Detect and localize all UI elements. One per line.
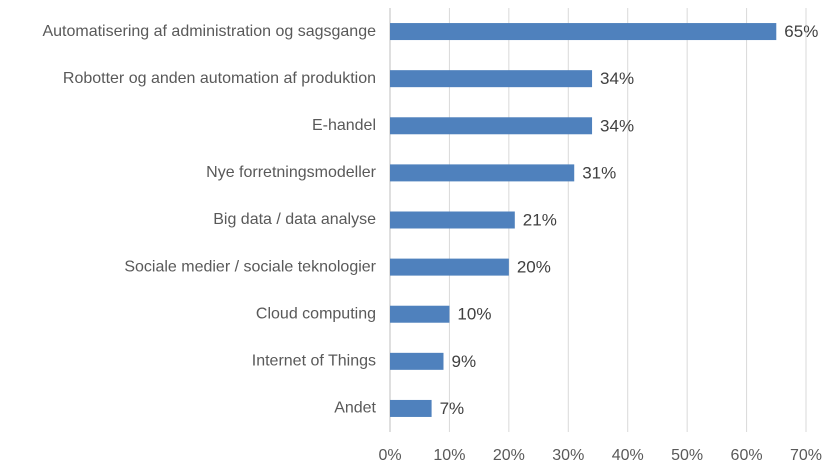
x-tick-label: 10%: [433, 447, 465, 464]
bar: [390, 352, 444, 370]
x-tick-label: 60%: [731, 447, 763, 464]
data-label: 34%: [600, 69, 634, 88]
bar: [390, 258, 509, 276]
x-tick-label: 70%: [790, 447, 822, 464]
y-tick-label: E-handel: [312, 117, 376, 134]
x-tick-label: 40%: [612, 447, 644, 464]
data-label: 7%: [440, 399, 465, 418]
y-tick-label: Andet: [334, 400, 376, 417]
data-label: 20%: [517, 258, 551, 277]
data-label: 34%: [600, 116, 634, 135]
y-tick-label: Robotter og anden automation af produkti…: [63, 70, 376, 87]
bar: [390, 211, 515, 229]
bar: [390, 399, 432, 417]
x-tick-label: 0%: [378, 447, 401, 464]
x-tick-label: 30%: [552, 447, 584, 464]
bar: [390, 117, 593, 135]
y-tick-label: Internet of Things: [252, 353, 376, 370]
bar: [390, 305, 450, 323]
x-tick-label: 20%: [493, 447, 525, 464]
x-tick-label: 50%: [671, 447, 703, 464]
data-label: 10%: [457, 305, 491, 324]
bar: [390, 164, 575, 182]
data-label: 31%: [582, 163, 616, 182]
y-tick-label: Sociale medier / sociale teknologier: [124, 258, 376, 275]
y-tick-label: Nye forretningsmodeller: [206, 164, 377, 181]
data-label: 21%: [523, 210, 557, 229]
data-label: 65%: [784, 22, 818, 41]
bar: [390, 70, 593, 88]
y-tick-label: Big data / data analyse: [213, 211, 376, 228]
y-tick-label: Automatisering af administration og sags…: [42, 23, 376, 40]
data-label: 9%: [451, 352, 476, 371]
y-tick-label: Cloud computing: [256, 305, 376, 322]
bar: [390, 23, 777, 41]
